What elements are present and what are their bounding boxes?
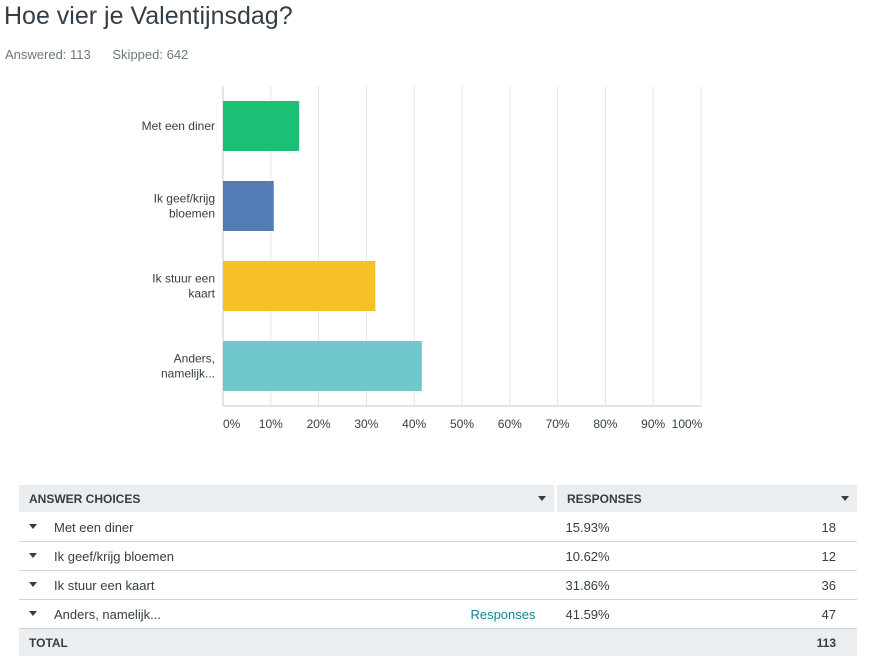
- x-tick-label: 100%: [672, 417, 703, 431]
- response-percent: 10.62%: [555, 541, 729, 571]
- x-axis-ticks: 0% 10% 20% 30% 40% 50% 60% 70% 80% 90% 100%: [223, 417, 703, 431]
- response-percent: 31.86%: [555, 570, 729, 600]
- question-title: Hoe vier je Valentijnsdag?: [4, 2, 293, 30]
- expand-caret-icon[interactable]: [29, 552, 37, 558]
- response-count: 47: [728, 599, 857, 629]
- category-label: bloemen: [169, 207, 215, 221]
- expand-caret-icon[interactable]: [29, 581, 37, 587]
- total-row: TOTAL 113: [19, 628, 857, 656]
- response-percent: 15.93%: [555, 512, 729, 542]
- choice-label: Anders, namelijk...: [54, 606, 161, 622]
- table-row: Ik geef/krijg bloemen 10.62% 12: [19, 541, 857, 571]
- category-label: Met een diner: [142, 119, 215, 133]
- total-label: TOTAL: [19, 628, 556, 656]
- response-percent: 41.59%: [555, 599, 729, 629]
- table-row: Ik stuur een kaart 31.86% 36: [19, 570, 857, 600]
- response-stats: Answered: 113 Skipped: 642: [5, 47, 188, 62]
- category-label: Ik geef/krijg: [154, 192, 215, 206]
- expand-caret-icon[interactable]: [29, 523, 37, 529]
- category-label: namelijk...: [161, 367, 215, 381]
- choice-label: Met een diner: [54, 519, 134, 535]
- x-tick-label: 80%: [593, 417, 617, 431]
- x-tick-label: 20%: [307, 417, 331, 431]
- expand-caret-icon[interactable]: [29, 610, 37, 616]
- table-row: Met een diner 15.93% 18: [19, 512, 857, 542]
- table-row: Anders, namelijk... Responses 41.59% 47: [19, 599, 857, 629]
- choice-label: Ik stuur een kaart: [54, 577, 155, 593]
- x-tick-label: 40%: [402, 417, 426, 431]
- x-tick-label: 0%: [223, 417, 241, 431]
- answer-choices-header[interactable]: ANSWER CHOICES: [19, 485, 557, 513]
- bar[interactable]: [223, 181, 274, 231]
- category-label: Anders,: [174, 352, 215, 366]
- sort-caret-icon[interactable]: [841, 496, 849, 501]
- sort-caret-icon[interactable]: [538, 496, 546, 501]
- responses-header[interactable]: RESPONSES: [555, 485, 857, 513]
- chart-bars: [223, 101, 422, 391]
- x-tick-label: 10%: [259, 417, 283, 431]
- bar[interactable]: [223, 261, 376, 311]
- responses-link[interactable]: Responses: [470, 606, 536, 622]
- bar[interactable]: [223, 341, 422, 391]
- x-tick-label: 60%: [498, 417, 522, 431]
- bar[interactable]: [223, 101, 300, 151]
- total-count: 113: [728, 628, 857, 656]
- responses-table: ANSWER CHOICES RESPONSES Met een diner 1…: [19, 485, 857, 656]
- response-count: 36: [728, 570, 857, 600]
- x-tick-label: 30%: [354, 417, 378, 431]
- response-count: 12: [728, 541, 857, 571]
- x-tick-label: 50%: [450, 417, 474, 431]
- category-label: Ik stuur een: [152, 272, 215, 286]
- x-tick-label: 90%: [641, 417, 665, 431]
- x-tick-label: 70%: [546, 417, 570, 431]
- category-label: kaart: [188, 287, 215, 301]
- answered-count: Answered: 113: [5, 47, 91, 62]
- skipped-count: Skipped: 642: [112, 47, 189, 62]
- choice-label: Ik geef/krijg bloemen: [54, 548, 174, 564]
- response-count: 18: [728, 512, 857, 542]
